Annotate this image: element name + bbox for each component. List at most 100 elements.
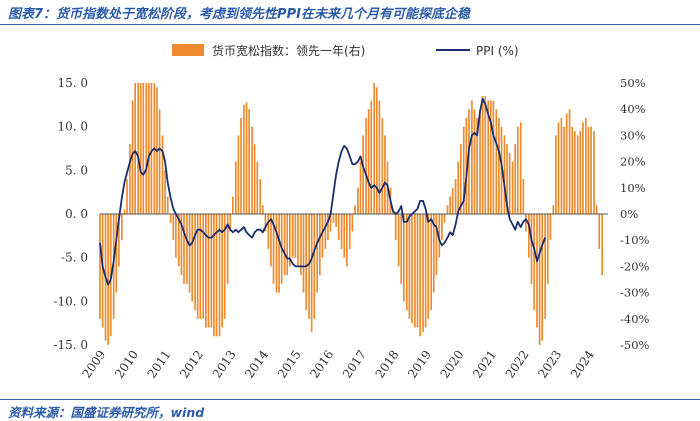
bar-177 [579,131,582,214]
x-tick-label: 2024 [568,347,597,380]
bar-182 [593,131,595,214]
x-tick-label: 2011 [145,348,174,381]
bar-99 [367,109,370,214]
left-tick-label: 5. 0 [65,163,88,177]
x-tick-label: 2017 [340,348,369,381]
bar-109 [394,214,397,241]
bar-44 [218,214,221,337]
bar-139 [476,117,478,214]
bar-126 [441,214,443,241]
bar-17 [145,83,148,214]
left-axis-ticks: 15. 0 10. 0 5. 0 0. 0 -5. 0 -10. 0 -15. 0 [53,76,88,352]
bar-6 [115,214,118,293]
bar-66 [278,214,280,293]
bar-32 [186,214,188,284]
bar-170 [560,117,563,214]
bar-152 [511,161,514,214]
bar-65 [275,214,278,293]
bar-29 [177,214,180,267]
bar-160 [533,214,535,311]
bar-145 [492,100,495,214]
bar-124 [435,214,438,276]
bar-149 [503,135,506,214]
bar-142 [484,96,487,214]
bar-28 [175,214,177,258]
bar-104 [381,117,384,214]
bar-92 [348,214,351,249]
bar-27 [172,214,175,241]
left-tick-label: 10. 0 [57,120,88,134]
bar-166 [549,214,552,241]
x-tick-label: 2020 [438,348,467,381]
bar-64 [272,214,275,284]
x-tick-label: 2023 [535,348,564,381]
bar-110 [397,214,400,267]
bar-82 [321,214,324,258]
bar-95 [357,187,359,214]
bar-25 [166,196,169,214]
bar-51 [237,135,240,214]
bar-101 [373,83,376,214]
bar-0 [99,214,101,319]
bar-12 [131,100,134,214]
bar-169 [557,122,560,214]
right-axis-ticks: 50% 40% 30% 20% 10% 0% -10% -20% -30% -40% -50% [620,76,650,352]
bar-35 [194,214,196,311]
bar-136 [468,109,470,214]
bar-53 [243,104,245,214]
bar-138 [473,109,476,214]
bar-135 [465,117,468,214]
bar-140 [479,109,481,214]
bar-184 [598,214,601,249]
bar-8 [120,214,123,241]
bar-73 [297,214,299,267]
bar-98 [365,117,367,214]
bar-24 [164,170,166,214]
right-tick-label: -10% [620,233,650,247]
ppi-line [99,97,547,286]
bar-180 [587,126,590,214]
right-tick-label: 10% [620,181,646,195]
bar-13 [134,83,137,214]
bar-122 [430,214,433,311]
x-tick-label: 2022 [503,348,532,381]
bar-91 [345,214,348,267]
bar-147 [498,117,500,214]
x-tick-label: 2015 [275,348,304,381]
bar-132 [457,161,460,214]
bar-161 [536,214,538,328]
bar-84 [327,214,329,241]
bar-85 [329,214,332,232]
bar-78 [310,214,313,332]
bar-94 [354,205,356,214]
right-tick-label: -40% [620,312,650,326]
legend-bar-label: 货币宽松指数：领先一年(右) [212,43,365,58]
bar-37 [199,214,202,319]
bar-87 [335,214,337,228]
bar-48 [229,214,232,232]
bar-19 [150,83,153,214]
bar-81 [318,214,321,276]
bar-43 [215,214,218,337]
left-tick-label: -5. 0 [61,251,88,265]
bar-168 [555,135,557,214]
bar-115 [411,214,413,324]
bar-90 [343,214,346,258]
bar-155 [519,122,522,214]
bar-112 [402,214,405,302]
x-tick-label: 2014 [242,347,271,380]
bar-68 [283,214,286,276]
bar-120 [424,214,427,328]
bar-117 [416,214,419,328]
right-tick-label: 50% [620,76,646,90]
bar-86 [332,214,335,223]
legend-bar-swatch [172,44,204,56]
bar-83 [324,214,327,249]
bar-7 [118,214,120,267]
left-tick-label: 0. 0 [65,207,88,221]
bar-157 [525,214,527,232]
bar-74 [300,214,302,276]
bar-33 [188,214,191,293]
bar-62 [267,214,270,249]
bar-183 [595,205,598,214]
